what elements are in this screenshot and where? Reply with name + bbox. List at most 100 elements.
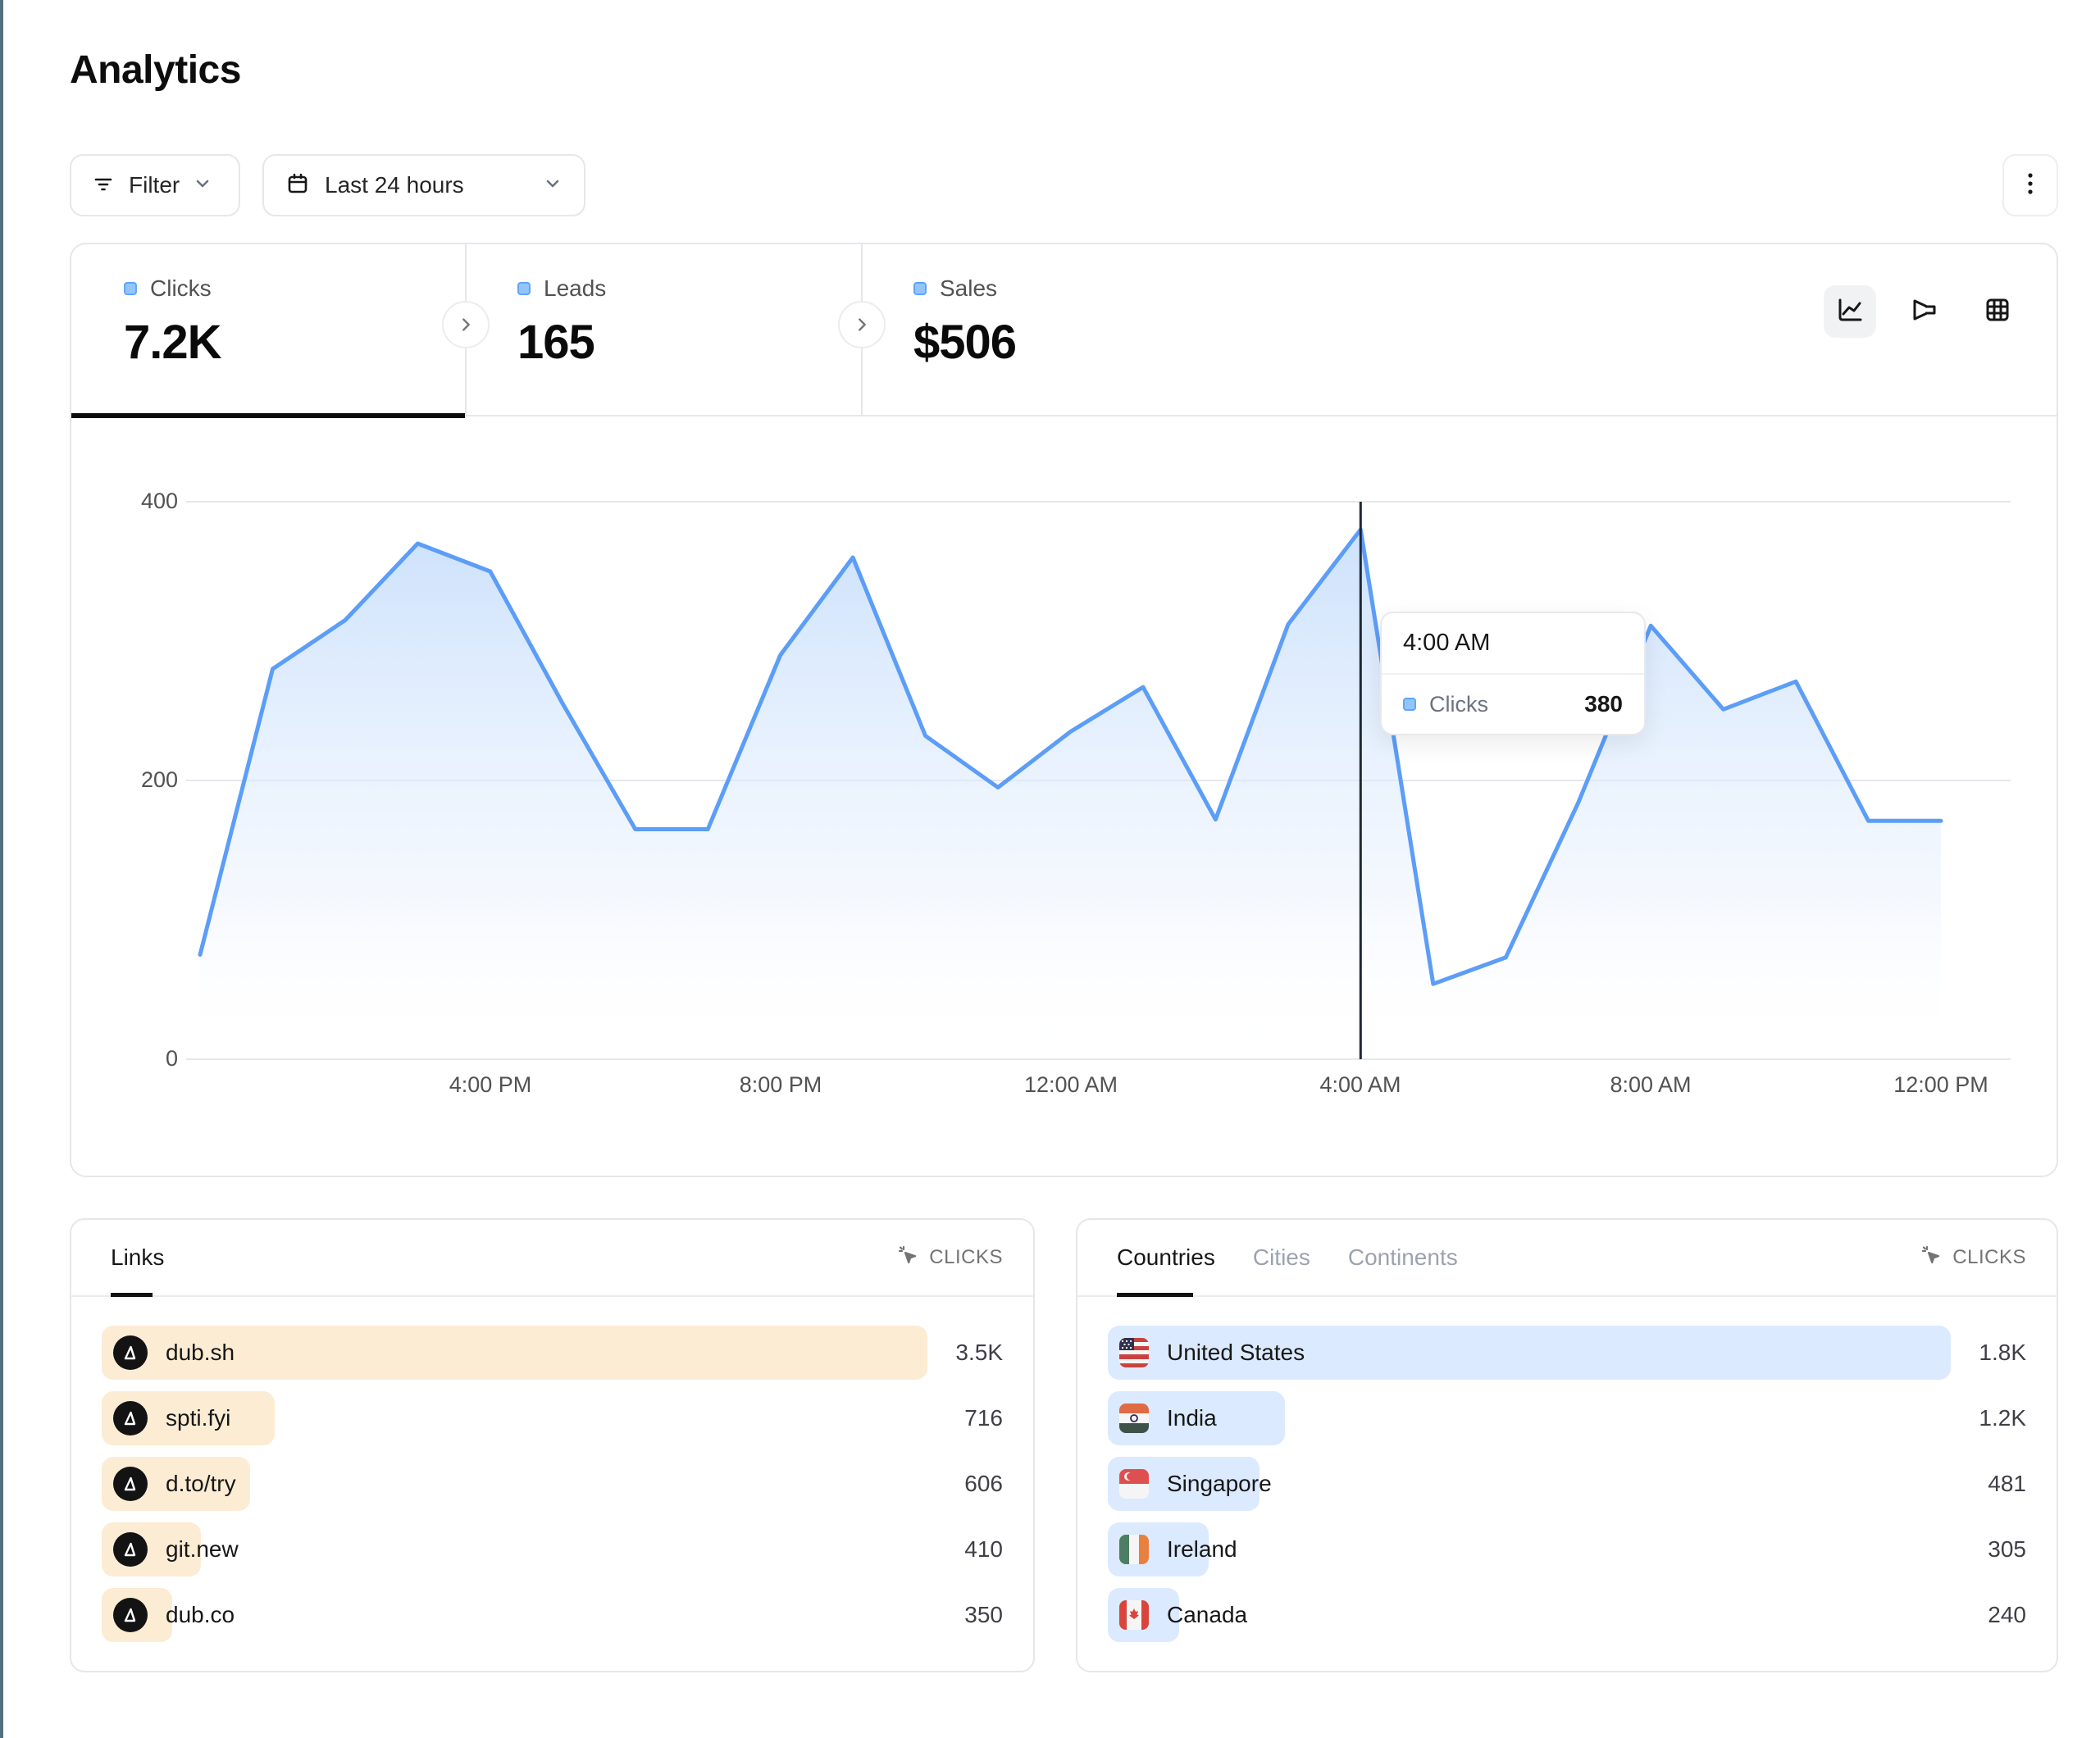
sales-legend-swatch [913, 282, 927, 295]
sales-label: Sales [940, 275, 998, 301]
country-row[interactable]: United States 1.8K [1108, 1326, 2026, 1380]
countries-panel: Countries Cities Continents CLICKS [1076, 1218, 2058, 1672]
country-row[interactable]: Ireland 305 [1108, 1522, 2026, 1576]
funnel-view-button[interactable] [1897, 285, 1950, 338]
singapore-flag-icon [1119, 1469, 1149, 1499]
stat-tab-leads[interactable]: Leads 165 [465, 244, 861, 415]
funnel-icon [1907, 293, 1940, 330]
filter-icon [91, 171, 116, 200]
expand-leads-button[interactable] [838, 301, 886, 348]
x-tick-2: 12:00 AM [1023, 1072, 1118, 1097]
leads-legend-swatch [517, 282, 531, 295]
link-bar [102, 1326, 927, 1380]
dub-logo-icon [113, 1401, 148, 1435]
links-metric-header[interactable]: CLICKS [896, 1244, 1003, 1272]
dub-logo-icon [113, 1467, 148, 1501]
stat-tabs-row: Clicks 7.2K Leads 165 Sales $506 [71, 244, 2057, 418]
cursor-click-icon [896, 1244, 919, 1272]
kebab-icon [2018, 170, 2043, 202]
chevron-down-icon [193, 174, 212, 198]
tooltip-value: 380 [1584, 691, 1623, 717]
expand-clicks-button[interactable] [442, 301, 490, 348]
y-tick-400: 400 [140, 489, 178, 513]
filter-button-label: Filter [129, 172, 180, 198]
ireland-flag-icon [1119, 1535, 1149, 1564]
country-clicks: 305 [1988, 1536, 2026, 1562]
date-range-button[interactable]: Last 24 hours [262, 154, 585, 216]
x-tick-4: 8:00 AM [1610, 1072, 1692, 1097]
link-label: dub.co [166, 1602, 235, 1627]
india-flag-icon [1119, 1404, 1149, 1433]
links-panel: Links CLICKS dub.sh 3.5K [70, 1218, 1035, 1672]
link-clicks: 410 [964, 1536, 1003, 1562]
country-bar [1108, 1326, 1951, 1380]
tab-countries[interactable]: Countries [1117, 1220, 1215, 1297]
calendar-icon [285, 171, 310, 200]
clicks-label: Clicks [150, 275, 212, 301]
dub-logo-icon [113, 1532, 148, 1567]
country-row[interactable]: Canada 240 [1108, 1588, 2026, 1642]
country-clicks: 481 [1988, 1471, 2026, 1496]
page-title: Analytics [70, 48, 241, 92]
link-clicks: 3.5K [955, 1340, 1003, 1365]
us-flag-icon [1119, 1338, 1149, 1367]
countries-metric-header[interactable]: CLICKS [1920, 1244, 2026, 1272]
y-tick-200: 200 [140, 767, 178, 792]
link-clicks: 606 [964, 1471, 1003, 1496]
x-tick-1: 8:00 PM [739, 1072, 822, 1097]
stat-tab-sales[interactable]: Sales $506 [861, 244, 1271, 415]
line-chart-icon [1834, 293, 1866, 330]
tooltip-series-label: Clicks [1429, 691, 1488, 717]
country-clicks: 240 [1988, 1602, 2026, 1627]
link-label: d.to/try [166, 1471, 236, 1496]
country-label: United States [1167, 1340, 1305, 1365]
link-row[interactable]: spti.fyi 716 [102, 1391, 1003, 1445]
clicks-area-chart[interactable]: 400 200 0 4:00 PM 8:00 PM 12:00 AM 4:00 … [71, 416, 2057, 1176]
filter-button[interactable]: Filter [70, 154, 240, 216]
countries-list: United States 1.8K India 1.2K [1077, 1297, 2057, 1642]
tooltip-legend-swatch [1403, 698, 1416, 711]
links-list: dub.sh 3.5K spti.fyi 716 [71, 1297, 1033, 1642]
stat-tab-clicks[interactable]: Clicks 7.2K [71, 244, 465, 418]
left-edge-accent [0, 0, 3, 1738]
tab-continents[interactable]: Continents [1347, 1244, 1458, 1270]
country-row[interactable]: India 1.2K [1108, 1391, 2026, 1445]
chevron-down-icon [543, 174, 563, 198]
country-clicks: 1.2K [1979, 1405, 2026, 1431]
sales-value: $506 [913, 316, 1017, 369]
x-tick-3: 4:00 AM [1319, 1072, 1401, 1097]
area-fill [200, 530, 1941, 1059]
grid-icon [1981, 293, 2014, 330]
date-range-label: Last 24 hours [325, 172, 464, 198]
country-row[interactable]: Singapore 481 [1108, 1457, 2026, 1511]
dub-logo-icon [113, 1598, 148, 1632]
chart-tooltip: 4:00 AM Clicks 380 [1380, 612, 1646, 735]
country-clicks: 1.8K [1979, 1340, 2026, 1365]
tab-cities[interactable]: Cities [1252, 1244, 1310, 1270]
link-row[interactable]: git.new 410 [102, 1522, 1003, 1576]
country-label: Ireland [1167, 1536, 1237, 1562]
links-metric-label: CLICKS [929, 1246, 1003, 1268]
clicks-line [198, 527, 1943, 986]
leads-label: Leads [544, 275, 607, 301]
chart-type-switcher [1824, 285, 2024, 338]
tab-links[interactable]: Links [111, 1220, 164, 1297]
country-label: India [1167, 1405, 1217, 1431]
link-clicks: 350 [964, 1602, 1003, 1627]
leads-value: 165 [517, 316, 595, 369]
countries-metric-label: CLICKS [1952, 1246, 2026, 1268]
link-row[interactable]: d.to/try 606 [102, 1457, 1003, 1511]
link-label: git.new [166, 1536, 239, 1562]
clicks-value: 7.2K [124, 316, 222, 369]
x-tick-5: 12:00 PM [1893, 1072, 1988, 1097]
tooltip-time: 4:00 AM [1382, 613, 1644, 675]
link-row[interactable]: dub.sh 3.5K [102, 1326, 1003, 1380]
canada-flag-icon [1119, 1600, 1149, 1630]
more-options-button[interactable] [2002, 154, 2058, 216]
table-view-button[interactable] [1971, 285, 2024, 338]
link-label: spti.fyi [166, 1405, 231, 1431]
line-chart-view-button[interactable] [1824, 285, 1876, 338]
link-row[interactable]: dub.co 350 [102, 1588, 1003, 1642]
cursor-click-icon [1920, 1244, 1943, 1272]
analytics-card: Clicks 7.2K Leads 165 Sales $506 [70, 243, 2058, 1177]
